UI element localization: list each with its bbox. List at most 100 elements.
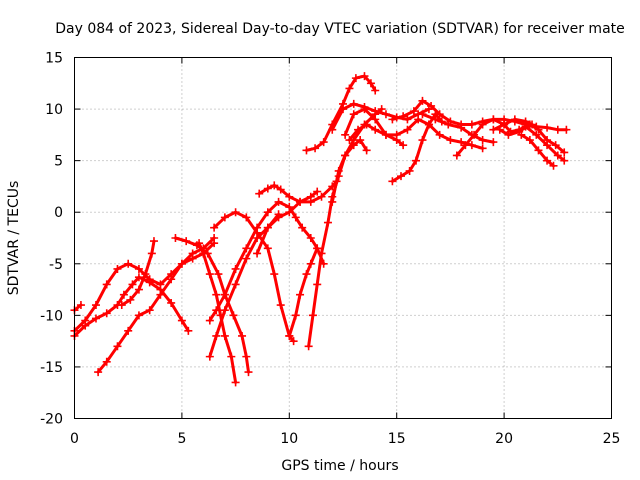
- data-point: [205, 352, 214, 361]
- data-point: [134, 273, 143, 282]
- data-point: [177, 316, 186, 325]
- data-point: [446, 136, 455, 145]
- y-tick-label: -10: [40, 308, 63, 324]
- data-point: [521, 117, 530, 126]
- data-point: [517, 130, 526, 139]
- data-point: [124, 326, 133, 335]
- data-series: [70, 72, 571, 387]
- series-track: [208, 200, 326, 322]
- data-point: [457, 138, 466, 147]
- data-point: [102, 357, 111, 366]
- data-point: [562, 125, 571, 134]
- data-point: [560, 156, 569, 165]
- data-point: [478, 144, 487, 153]
- data-point: [134, 311, 143, 320]
- data-point: [145, 275, 154, 284]
- data-point: [313, 187, 322, 196]
- data-point: [231, 208, 240, 217]
- data-point: [543, 156, 552, 165]
- y-tick-label: -15: [40, 360, 63, 376]
- data-point: [534, 146, 543, 155]
- y-tick-label: 15: [45, 51, 63, 67]
- data-point: [362, 146, 371, 155]
- data-point: [128, 280, 137, 289]
- data-point: [113, 264, 122, 273]
- data-point: [418, 96, 427, 105]
- data-point: [229, 311, 238, 320]
- data-point: [285, 192, 294, 201]
- data-point: [167, 275, 176, 284]
- data-point: [345, 136, 354, 145]
- data-point: [220, 306, 229, 315]
- data-point: [242, 352, 251, 361]
- data-point: [212, 290, 221, 299]
- data-point: [263, 223, 272, 232]
- data-point: [306, 259, 315, 268]
- data-point: [349, 110, 358, 119]
- data-point: [147, 249, 156, 258]
- data-point: [91, 301, 100, 310]
- data-point: [435, 110, 444, 119]
- data-point: [354, 125, 363, 134]
- series-track: [174, 236, 250, 374]
- data-point: [349, 141, 358, 150]
- data-point: [470, 130, 479, 139]
- data-point: [285, 208, 294, 217]
- data-point: [328, 197, 337, 206]
- y-axis-label: SDTVAR / TECUs: [6, 181, 22, 296]
- series-arc-13: [285, 244, 322, 340]
- data-point: [210, 234, 219, 242]
- data-point: [270, 270, 279, 279]
- data-point: [304, 342, 313, 351]
- data-point: [231, 264, 240, 273]
- data-point: [76, 301, 85, 310]
- data-point: [113, 342, 122, 351]
- series-track: [305, 74, 377, 152]
- series-arc-11: [253, 210, 283, 258]
- data-point: [349, 99, 358, 108]
- data-point: [431, 115, 440, 124]
- data-point: [412, 156, 421, 165]
- data-point: [403, 115, 412, 124]
- data-point: [117, 301, 126, 310]
- data-point: [317, 192, 326, 201]
- data-point: [306, 197, 315, 206]
- data-point: [427, 101, 436, 110]
- data-point: [306, 234, 315, 242]
- data-point: [403, 125, 412, 134]
- data-point: [274, 197, 283, 206]
- data-point: [311, 144, 320, 153]
- data-point: [510, 115, 519, 124]
- data-point: [489, 115, 498, 124]
- data-point: [302, 270, 311, 279]
- y-tick-labels: -20 -15 -10 -5 0 5 10 15: [40, 51, 63, 428]
- data-point: [276, 301, 285, 310]
- data-point: [396, 172, 405, 181]
- data-point: [298, 223, 307, 232]
- data-point: [124, 259, 133, 268]
- x-tick-label: 25: [603, 431, 621, 447]
- data-point: [356, 136, 365, 145]
- y-tick-label: 5: [54, 154, 63, 170]
- data-point: [435, 130, 444, 139]
- data-point: [263, 208, 272, 217]
- data-point: [156, 280, 165, 289]
- data-point: [263, 244, 272, 253]
- data-point: [149, 237, 158, 246]
- data-point: [381, 110, 390, 119]
- data-point: [270, 181, 279, 190]
- series-arc-17: [328, 99, 433, 134]
- data-point: [418, 110, 427, 119]
- data-point: [345, 84, 354, 93]
- data-point: [560, 148, 569, 157]
- data-point: [478, 136, 487, 145]
- data-point: [553, 151, 562, 160]
- data-point: [414, 115, 423, 124]
- data-point: [242, 213, 251, 222]
- data-point: [244, 368, 253, 377]
- data-point: [551, 141, 560, 150]
- series-arc-14: [304, 105, 386, 351]
- y-tick-label: -5: [49, 257, 63, 273]
- data-point: [399, 141, 408, 150]
- data-point: [302, 146, 311, 155]
